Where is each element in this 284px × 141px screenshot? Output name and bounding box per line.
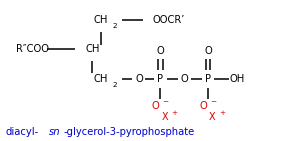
Text: X: X <box>161 112 168 122</box>
Text: O: O <box>135 74 143 84</box>
Text: −: − <box>162 99 169 105</box>
Text: CH: CH <box>94 74 108 84</box>
Text: O: O <box>204 46 212 56</box>
Text: X: X <box>209 112 216 122</box>
Text: R″COO: R″COO <box>16 44 49 54</box>
Text: -glycerol-3-pyrophosphate: -glycerol-3-pyrophosphate <box>64 127 195 137</box>
Text: OH: OH <box>229 74 245 84</box>
Text: 2: 2 <box>112 82 117 88</box>
Text: CH: CH <box>94 16 108 25</box>
Text: O: O <box>151 102 159 111</box>
Text: −: − <box>210 99 216 105</box>
Text: OOCR’: OOCR’ <box>153 16 185 25</box>
Text: O: O <box>181 74 189 84</box>
Text: diacyl-: diacyl- <box>6 127 39 137</box>
Text: O: O <box>199 102 207 111</box>
Text: sn: sn <box>49 127 60 137</box>
Text: CH: CH <box>85 44 99 54</box>
Text: 2: 2 <box>112 23 117 29</box>
Text: +: + <box>219 110 225 116</box>
Text: P: P <box>205 74 211 84</box>
Text: O: O <box>156 46 164 56</box>
Text: P: P <box>157 74 164 84</box>
Text: +: + <box>171 110 177 116</box>
